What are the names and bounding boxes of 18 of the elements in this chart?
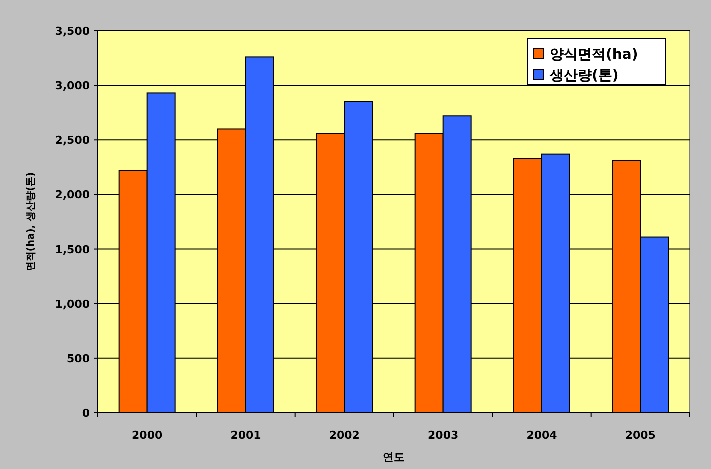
x-axis-title: 연도: [383, 451, 405, 464]
y-tick-label: 1,000: [55, 298, 90, 311]
y-tick-label: 3,500: [55, 25, 90, 38]
y-tick-label: 2,000: [55, 188, 90, 202]
x-tick-label: 2004: [526, 429, 558, 442]
y-tick-label: 2,500: [55, 134, 90, 148]
legend-label: 양식면적(ha): [550, 47, 638, 63]
legend-label: 생산량(톤): [549, 68, 619, 84]
x-tick-label: 2003: [428, 429, 459, 442]
y-tick-label: 0: [82, 407, 90, 420]
x-tick-label: 2000: [132, 429, 163, 442]
x-tick-label: 2002: [329, 429, 360, 442]
y-tick-label: 3,000: [55, 80, 90, 93]
y-tick-label: 500: [67, 352, 90, 366]
y-axis-title: 면적(ha), 생산량(톤): [26, 172, 37, 272]
x-tick-label: 2005: [625, 429, 656, 442]
x-tick-label: 2001: [230, 429, 262, 442]
y-tick-label: 1,500: [55, 243, 90, 256]
